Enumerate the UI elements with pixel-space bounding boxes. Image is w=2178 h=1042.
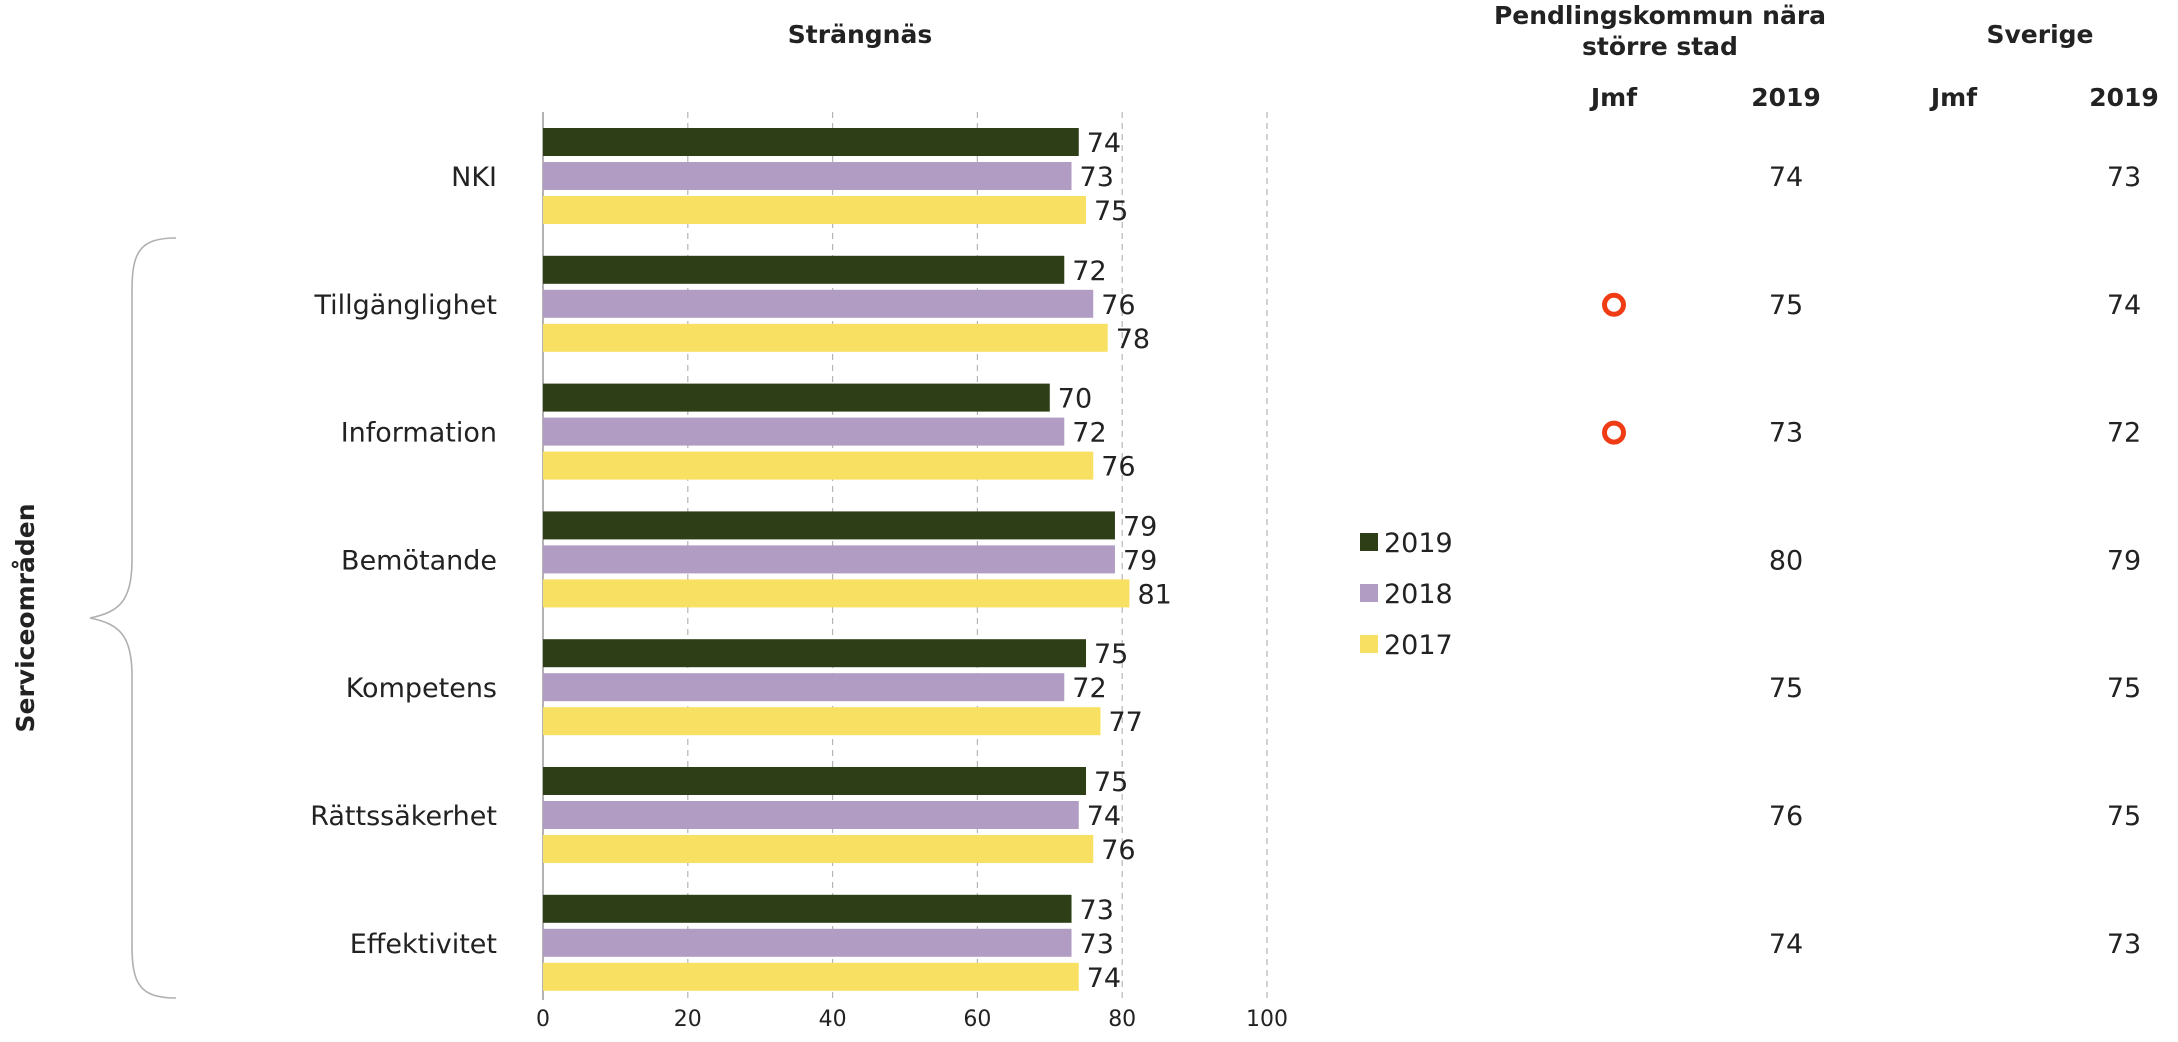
- legend-label: 2017: [1384, 630, 1453, 661]
- bar-2017: [543, 196, 1086, 224]
- bar-value-label: 75: [1094, 196, 1128, 227]
- bar-value-label: 74: [1087, 128, 1121, 159]
- group-title-line: Pendlingskommun nära: [1494, 1, 1826, 30]
- comparison-value: 75: [2107, 801, 2141, 832]
- bar-value-label: 79: [1123, 545, 1157, 576]
- category-label: Effektivitet: [350, 929, 497, 960]
- bar-2017: [543, 835, 1094, 863]
- bar-value-label: 74: [1087, 801, 1121, 832]
- jmf-header: Jmf: [1589, 83, 1638, 112]
- bar-value-label: 75: [1094, 639, 1128, 670]
- bar-value-label: 70: [1058, 384, 1092, 415]
- jmf-marker-icon: [1602, 292, 1626, 317]
- comparison-value: 73: [2107, 929, 2141, 960]
- jmf-marker-icon: [1602, 420, 1626, 445]
- category-label: Bemötande: [341, 545, 497, 576]
- comparison-value: 72: [2107, 418, 2141, 449]
- bar-value-label: 73: [1080, 895, 1114, 926]
- bar-2018: [543, 545, 1115, 574]
- comparison-value: 74: [1769, 929, 1803, 960]
- bar-2019: [543, 767, 1086, 795]
- bar-2017: [543, 323, 1108, 352]
- bar-2019: [543, 639, 1086, 668]
- comparison-value: 79: [2107, 545, 2141, 576]
- comparison-value: 73: [1769, 418, 1803, 449]
- bar-value-label: 81: [1137, 579, 1171, 610]
- bar-2019: [543, 128, 1079, 156]
- comparison-value: 74: [2107, 290, 2141, 321]
- x-tick-label: 60: [963, 1007, 991, 1032]
- bar-2018: [543, 417, 1065, 446]
- group-title-line: större stad: [1582, 32, 1738, 61]
- category-label: Rättssäkerhet: [310, 801, 497, 832]
- bar-2017: [543, 579, 1130, 608]
- comparison-value: 75: [1769, 290, 1803, 321]
- bar-2017: [543, 707, 1101, 736]
- bar-2017: [543, 962, 1079, 991]
- group-brace-line: [89, 237, 177, 999]
- bar-value-label: 72: [1072, 418, 1106, 449]
- bar-value-label: 76: [1101, 835, 1135, 866]
- category-label: Information: [341, 418, 497, 449]
- comparison-group-title: Pendlingskommun nära större stad: [1494, 1, 1826, 61]
- bar-2018: [543, 928, 1072, 957]
- legend: 2019 2018 2017: [1360, 528, 1453, 661]
- bar-value-label: 72: [1072, 256, 1106, 287]
- legend-swatch: [1360, 533, 1378, 551]
- bar-value-label: 75: [1094, 767, 1128, 798]
- legend-swatch: [1360, 584, 1378, 602]
- category-label: NKI: [451, 162, 497, 193]
- comparison-value: 73: [2107, 162, 2141, 193]
- bar-2019: [543, 383, 1050, 412]
- comparison-value: 75: [2107, 673, 2141, 704]
- category-label: Tillgänglighet: [313, 290, 497, 321]
- comparison-value: 75: [1769, 673, 1803, 704]
- bar-2019: [543, 511, 1115, 540]
- legend-swatch: [1360, 635, 1378, 653]
- legend-label: 2019: [1384, 528, 1453, 559]
- bar-2019: [543, 894, 1072, 923]
- chart-title: Strängnäs: [788, 20, 932, 49]
- bar-value-label: 78: [1116, 324, 1150, 355]
- comparison-table: 74 73 75 74 73 72 80 79 75 75 76 75 74 73: [1602, 162, 2141, 960]
- bar-value-label: 79: [1123, 511, 1157, 542]
- x-tick-label: 100: [1246, 1007, 1288, 1032]
- x-tick-label: 20: [674, 1007, 702, 1032]
- comparison-value: 74: [1769, 162, 1803, 193]
- bar-value-label: 76: [1101, 452, 1135, 483]
- bar-value-label: 73: [1080, 929, 1114, 960]
- category-label: Kompetens: [346, 673, 497, 704]
- x-axis-ticks: 0 20 40 60 80 100: [536, 1007, 1288, 1032]
- bar-value-label: 72: [1072, 673, 1106, 704]
- comparison-headers: Pendlingskommun nära större stad Sverige Jm…: [1494, 1, 2159, 112]
- x-tick-label: 40: [819, 1007, 847, 1032]
- bar-value-label: 73: [1080, 162, 1114, 193]
- year-header: 2019: [2089, 83, 2159, 112]
- bar-2019: [543, 255, 1065, 284]
- bar-2018: [543, 673, 1065, 702]
- bar-value-label: 74: [1087, 963, 1121, 994]
- bar-2018: [543, 289, 1094, 318]
- comparison-value: 80: [1769, 545, 1803, 576]
- group-brace: Serviceområden: [11, 237, 177, 999]
- x-tick-label: 80: [1108, 1007, 1136, 1032]
- year-header: 2019: [1751, 83, 1821, 112]
- bar-value-label: 76: [1101, 290, 1135, 321]
- jmf-header: Jmf: [1929, 83, 1978, 112]
- group-label: Serviceområden: [11, 503, 40, 732]
- bar-2018: [543, 801, 1079, 829]
- legend-label: 2018: [1384, 579, 1453, 610]
- category-labels: NKI Tillgänglighet Information Bemötande Kom…: [310, 162, 497, 960]
- bar-series: 7473757276787072767979817572777574767373…: [543, 128, 1172, 994]
- bar-2017: [543, 451, 1094, 480]
- x-tick-label: 0: [536, 1007, 550, 1032]
- comparison-group-title: Sverige: [1986, 20, 2093, 49]
- bar-2018: [543, 162, 1072, 190]
- bar-value-label: 77: [1108, 707, 1142, 738]
- comparison-value: 76: [1769, 801, 1803, 832]
